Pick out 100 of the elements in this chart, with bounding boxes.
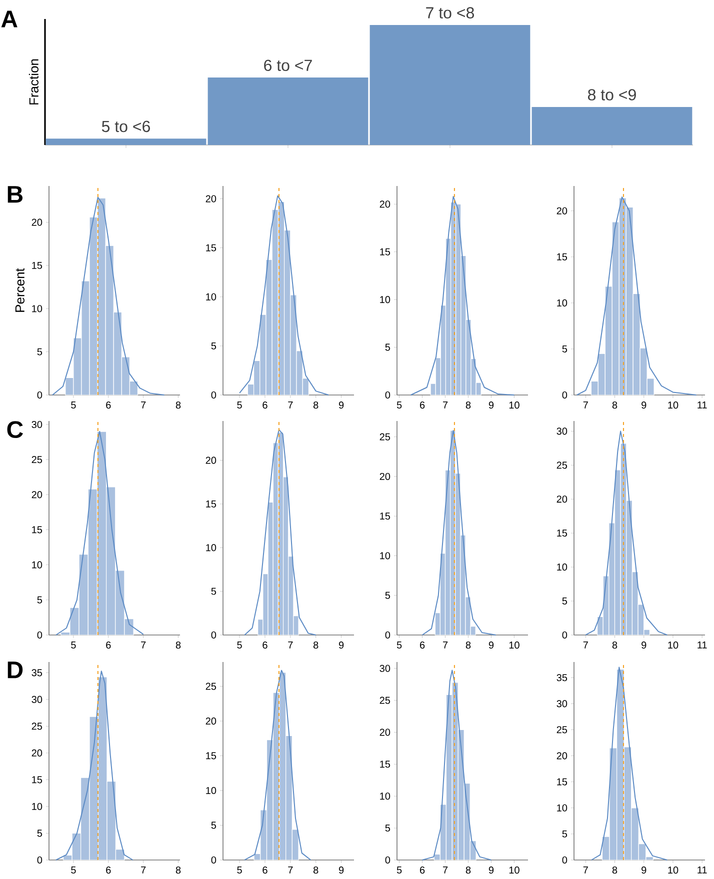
y-tick-label: 25 [32, 722, 42, 730]
x-tick-label: 11 [698, 866, 707, 874]
y-tick-label: 20 [380, 200, 390, 208]
text: A [1, 10, 18, 28]
y-tick-label: 30 [556, 700, 568, 708]
x-tick-label: 10 [509, 402, 520, 409]
y-tick-label: 15 [557, 253, 568, 260]
x-tick-label: 7 [583, 642, 588, 648]
y-tick-label: 5 [385, 344, 390, 351]
y-tick-label: 10 [206, 786, 216, 794]
x-tick-label: 6 [262, 642, 268, 649]
y-tick-label: 0 [37, 391, 42, 399]
x-tick-label: 6 [420, 866, 425, 874]
y-tick-label: 5 [37, 596, 42, 604]
y-tick-label: 20 [32, 749, 42, 757]
x-tick-label: 7 [442, 642, 448, 648]
y-tick-label: 10 [380, 792, 390, 800]
y-tick-label: 15 [380, 248, 390, 256]
x-tick-label: 7 [288, 402, 293, 408]
x-tick-label: 7 [288, 642, 293, 648]
y-tick-label: 20 [556, 496, 568, 503]
x-tick-label: 11 [698, 642, 707, 648]
x-tick-label: 5 [396, 866, 402, 874]
x-tick-label: 5 [396, 402, 402, 409]
x-tick-label: 10 [509, 642, 520, 649]
x-tick-label: 5 [71, 642, 76, 649]
x-tick-label: 8 [466, 866, 471, 874]
y-tick-label: 10 [32, 561, 42, 568]
y-tick-label: 5 [562, 830, 568, 838]
x-tick-label: 10 [509, 866, 520, 874]
x-tick-label: 10 [668, 642, 678, 649]
x-tick-label: 6 [420, 402, 425, 409]
y-tick-label: 25 [32, 456, 42, 464]
y-tick-label: 15 [206, 500, 216, 508]
y-tick-label: 10 [32, 802, 42, 810]
y-tick-label: 20 [556, 207, 568, 214]
y-tick-label: 0 [385, 391, 390, 399]
y-tick-label: 15 [206, 244, 216, 252]
y-axis-title: Percent [15, 268, 24, 312]
y-tick-label: 0 [562, 631, 568, 639]
y-tick-label: 0 [385, 856, 390, 864]
x-tick-label: 5 [237, 866, 242, 874]
y-tick-label: 25 [206, 682, 216, 690]
x-tick-label: 7 [583, 866, 588, 874]
y-tick-label: 10 [380, 552, 390, 560]
x-tick-label: 6 [106, 866, 111, 874]
x-tick-label: 6 [106, 642, 111, 649]
x-tick-label: 8 [314, 402, 318, 409]
y-tick-label: 10 [206, 293, 216, 300]
x-tick-label: 6 [262, 402, 268, 409]
y-tick-label: 0 [562, 391, 568, 399]
y-tick-label: 5 [211, 588, 216, 595]
y-tick-label: 30 [32, 696, 42, 703]
x-tick-label: 11 [698, 402, 707, 408]
y-tick-label: 15 [380, 760, 390, 768]
text: C [7, 421, 23, 438]
y-tick-label: 25 [556, 462, 568, 469]
y-tick-label: 15 [557, 530, 568, 537]
y-tick-label: 20 [206, 195, 216, 202]
y-tick-label: 5 [562, 598, 568, 605]
x-tick-label: 8 [176, 402, 181, 409]
x-tick-label: 6 [106, 402, 111, 409]
y-tick-label: 25 [380, 696, 390, 704]
y-tick-label: 5 [211, 822, 216, 829]
y-tick-label: 15 [32, 526, 42, 534]
y-tick-label: 0 [37, 856, 42, 864]
x-tick-label: 9 [488, 402, 494, 409]
x-tick-label: 9 [338, 866, 344, 874]
y-tick-label: 10 [557, 804, 568, 812]
x-tick-label: 7 [442, 402, 448, 408]
x-tick-label: 5 to <6 [102, 120, 150, 132]
y-tick-label: 25 [380, 433, 390, 440]
y-tick-label: 5 [385, 824, 390, 832]
x-tick-label: 5 [71, 866, 76, 874]
y-tick-label: 30 [380, 664, 390, 672]
x-tick-label: 6 to <7 [264, 60, 312, 72]
y-tick-label: 5 [211, 342, 216, 350]
x-tick-label: 5 [237, 642, 242, 648]
x-tick-label: 7 [288, 866, 293, 874]
y-tick-label: 5 [562, 345, 568, 352]
y-tick-label: 20 [556, 752, 568, 760]
x-tick-label: 8 [612, 402, 618, 409]
y-tick-label: 15 [380, 512, 390, 520]
x-tick-label: 7 to <8 [426, 7, 474, 18]
y-tick-label: 20 [206, 456, 216, 464]
x-tick-label: 9 [488, 866, 494, 874]
y-tick-label: 20 [32, 218, 42, 226]
y-tick-label: 5 [385, 592, 390, 599]
x-tick-label: 6 [420, 642, 425, 649]
x-tick-label: 9 [642, 402, 646, 409]
x-tick-label: 7 [141, 866, 146, 874]
x-tick-label: 8 [314, 866, 318, 874]
y-tick-label: 0 [211, 631, 216, 639]
y-tick-label: 10 [32, 305, 42, 312]
x-tick-label: 8 to <9 [588, 89, 636, 100]
y-tick-label: 20 [380, 728, 390, 736]
x-tick-label: 10 [668, 866, 678, 874]
text: D [8, 662, 23, 678]
y-tick-label: 20 [32, 491, 42, 498]
y-tick-label: 5 [37, 830, 42, 837]
